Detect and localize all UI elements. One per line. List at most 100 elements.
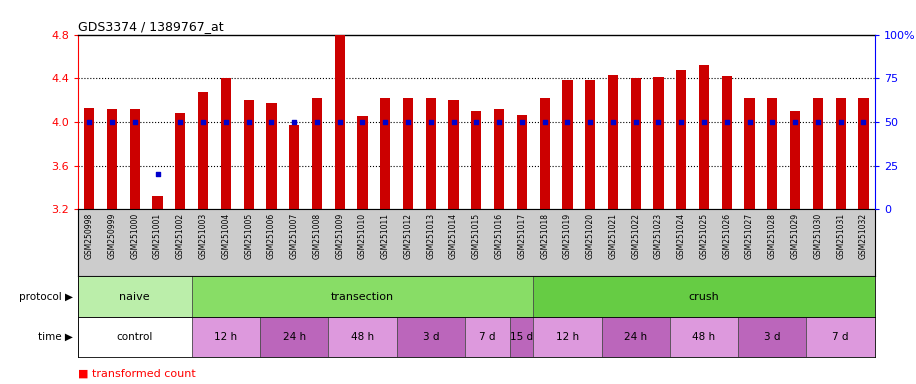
Bar	[397, 317, 465, 357]
Text: GSM251015: GSM251015	[472, 213, 481, 259]
Text: protocol ▶: protocol ▶	[19, 291, 73, 302]
Point	[469, 119, 484, 125]
Bar	[806, 317, 875, 357]
Bar	[449, 100, 459, 209]
Bar	[221, 78, 231, 209]
Bar	[585, 80, 595, 209]
Text: GSM250998: GSM250998	[85, 213, 93, 259]
Bar	[311, 98, 322, 209]
Text: GSM251003: GSM251003	[199, 213, 208, 259]
Point	[765, 119, 780, 125]
Bar	[835, 98, 845, 209]
Bar	[380, 98, 390, 209]
Bar	[517, 115, 527, 209]
Bar	[78, 276, 191, 317]
Bar	[738, 317, 806, 357]
Text: GSM251021: GSM251021	[608, 213, 617, 259]
Point	[856, 119, 871, 125]
Point	[310, 119, 324, 125]
Text: 7 d: 7 d	[479, 332, 496, 342]
Text: GSM251017: GSM251017	[518, 213, 527, 259]
Point	[355, 119, 370, 125]
Text: 12 h: 12 h	[214, 332, 237, 342]
Bar	[602, 317, 670, 357]
Bar	[426, 98, 436, 209]
Point	[492, 119, 507, 125]
Bar	[768, 98, 778, 209]
Text: GSM251016: GSM251016	[495, 213, 504, 259]
Text: GSM251019: GSM251019	[563, 213, 572, 259]
Text: GSM251028: GSM251028	[768, 213, 777, 259]
Bar	[670, 317, 738, 357]
Point	[811, 119, 825, 125]
Point	[697, 119, 712, 125]
Bar	[562, 80, 572, 209]
Text: GSM251002: GSM251002	[176, 213, 185, 259]
Bar	[745, 98, 755, 209]
Bar	[191, 317, 260, 357]
Bar	[812, 98, 823, 209]
Bar	[608, 75, 618, 209]
Text: 24 h: 24 h	[624, 332, 648, 342]
Text: 3 d: 3 d	[422, 332, 439, 342]
Bar	[676, 70, 686, 209]
Bar	[357, 116, 367, 209]
Text: GSM251005: GSM251005	[245, 213, 253, 259]
Text: GSM251018: GSM251018	[540, 213, 549, 259]
Text: GSM251023: GSM251023	[654, 213, 663, 259]
Text: control: control	[116, 332, 153, 342]
Point	[515, 119, 529, 125]
Text: GSM251007: GSM251007	[289, 213, 299, 259]
Text: GSM251008: GSM251008	[312, 213, 322, 259]
Text: GSM251004: GSM251004	[222, 213, 230, 259]
Point	[605, 119, 620, 125]
Text: GSM250999: GSM250999	[107, 213, 116, 259]
Point	[560, 119, 574, 125]
Bar	[130, 109, 140, 209]
Bar	[630, 78, 641, 209]
Text: GSM251022: GSM251022	[631, 213, 640, 259]
Text: 3 d: 3 d	[764, 332, 780, 342]
Text: GSM251031: GSM251031	[836, 213, 845, 259]
Bar	[152, 196, 163, 209]
Bar	[533, 317, 602, 357]
Point	[788, 119, 802, 125]
Bar	[334, 35, 344, 209]
Text: time ▶: time ▶	[38, 332, 73, 342]
Bar	[198, 93, 208, 209]
Bar	[465, 317, 510, 357]
Text: GSM251011: GSM251011	[381, 213, 389, 259]
Bar	[653, 77, 663, 209]
Bar	[267, 103, 277, 209]
Point	[628, 119, 643, 125]
Bar	[722, 76, 732, 209]
Point	[127, 119, 142, 125]
Point	[82, 119, 96, 125]
Text: GSM251001: GSM251001	[153, 213, 162, 259]
Point	[104, 119, 119, 125]
Point	[538, 119, 552, 125]
Text: GDS3374 / 1389767_at: GDS3374 / 1389767_at	[78, 20, 224, 33]
Point	[173, 119, 188, 125]
Bar	[494, 109, 504, 209]
Bar	[175, 113, 185, 209]
Point	[287, 119, 301, 125]
Point	[674, 119, 689, 125]
Point	[834, 119, 848, 125]
Point	[651, 119, 666, 125]
Point	[241, 119, 256, 125]
Bar	[533, 276, 875, 317]
Point	[264, 119, 278, 125]
Bar	[328, 317, 397, 357]
Bar	[403, 98, 413, 209]
Bar	[510, 317, 533, 357]
Point	[742, 119, 757, 125]
Bar	[540, 98, 550, 209]
Text: 48 h: 48 h	[692, 332, 715, 342]
Text: naive: naive	[119, 291, 150, 302]
Point	[196, 119, 211, 125]
Point	[378, 119, 393, 125]
Point	[150, 171, 165, 177]
Text: 12 h: 12 h	[556, 332, 579, 342]
Bar	[790, 111, 801, 209]
